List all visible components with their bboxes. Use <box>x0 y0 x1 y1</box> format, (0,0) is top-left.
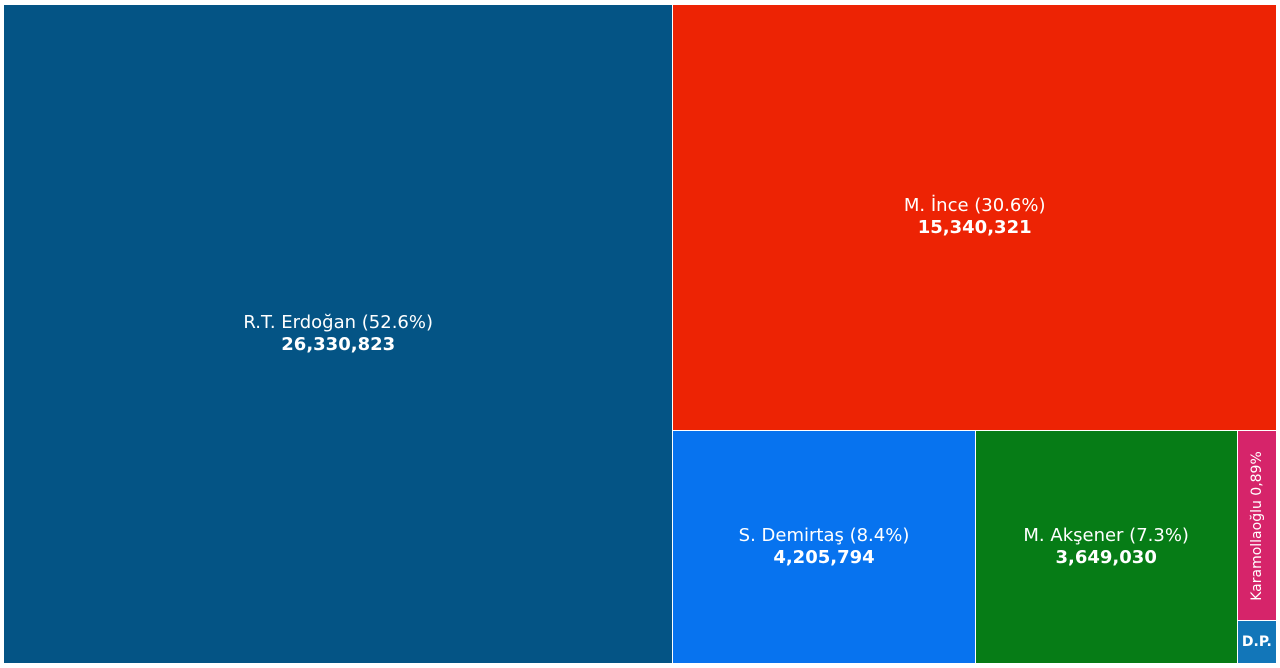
tile-value: 4,205,794 <box>773 546 875 568</box>
tile-name: S. Demirtaş (8.4%) <box>738 524 910 546</box>
tile-value: 26,330,823 <box>281 334 396 355</box>
tile-name: M. Akşener (7.3%) <box>1023 524 1189 546</box>
tile-value: 3,649,030 <box>1055 546 1157 568</box>
treemap-chart: R.T. Erdoğan (52.6%) 26,330,823 M. İnce (3… <box>4 5 1277 664</box>
tile-label: R.T. Erdoğan (52.6%) 26,330,823 <box>4 312 672 356</box>
tile-aksener[interactable]: M. Akşener (7.3%) 3,649,030 <box>975 430 1237 663</box>
tile-erdogan[interactable]: R.T. Erdoğan (52.6%) 26,330,823 <box>4 5 673 663</box>
tile-label: M. Akşener (7.3%) 3,649,030 <box>976 525 1237 569</box>
tile-dp[interactable]: D.P. <box>1237 621 1276 663</box>
tile-name: Karamollaoğlu 0,89% <box>1248 450 1265 601</box>
tile-label: Karamollaoğlu 0,89% <box>1248 451 1266 601</box>
tile-name: R.T. Erdoğan (52.6%) <box>243 312 433 333</box>
tile-demirtas[interactable]: S. Demirtaş (8.4%) 4,205,794 <box>673 430 975 663</box>
tile-label: D.P. <box>1238 631 1276 653</box>
tile-value: 15,340,321 <box>917 217 1032 239</box>
tile-name: D.P. <box>1241 634 1272 651</box>
tile-label: S. Demirtaş (8.4%) 4,205,794 <box>673 525 974 569</box>
tile-karamollaoglu[interactable]: Karamollaoğlu 0,89% <box>1237 430 1276 621</box>
tile-name: M. İnce (30.6%) <box>903 195 1046 217</box>
tile-label: M. İnce (30.6%) 15,340,321 <box>673 195 1276 239</box>
tile-ince[interactable]: M. İnce (30.6%) 15,340,321 <box>673 5 1276 430</box>
